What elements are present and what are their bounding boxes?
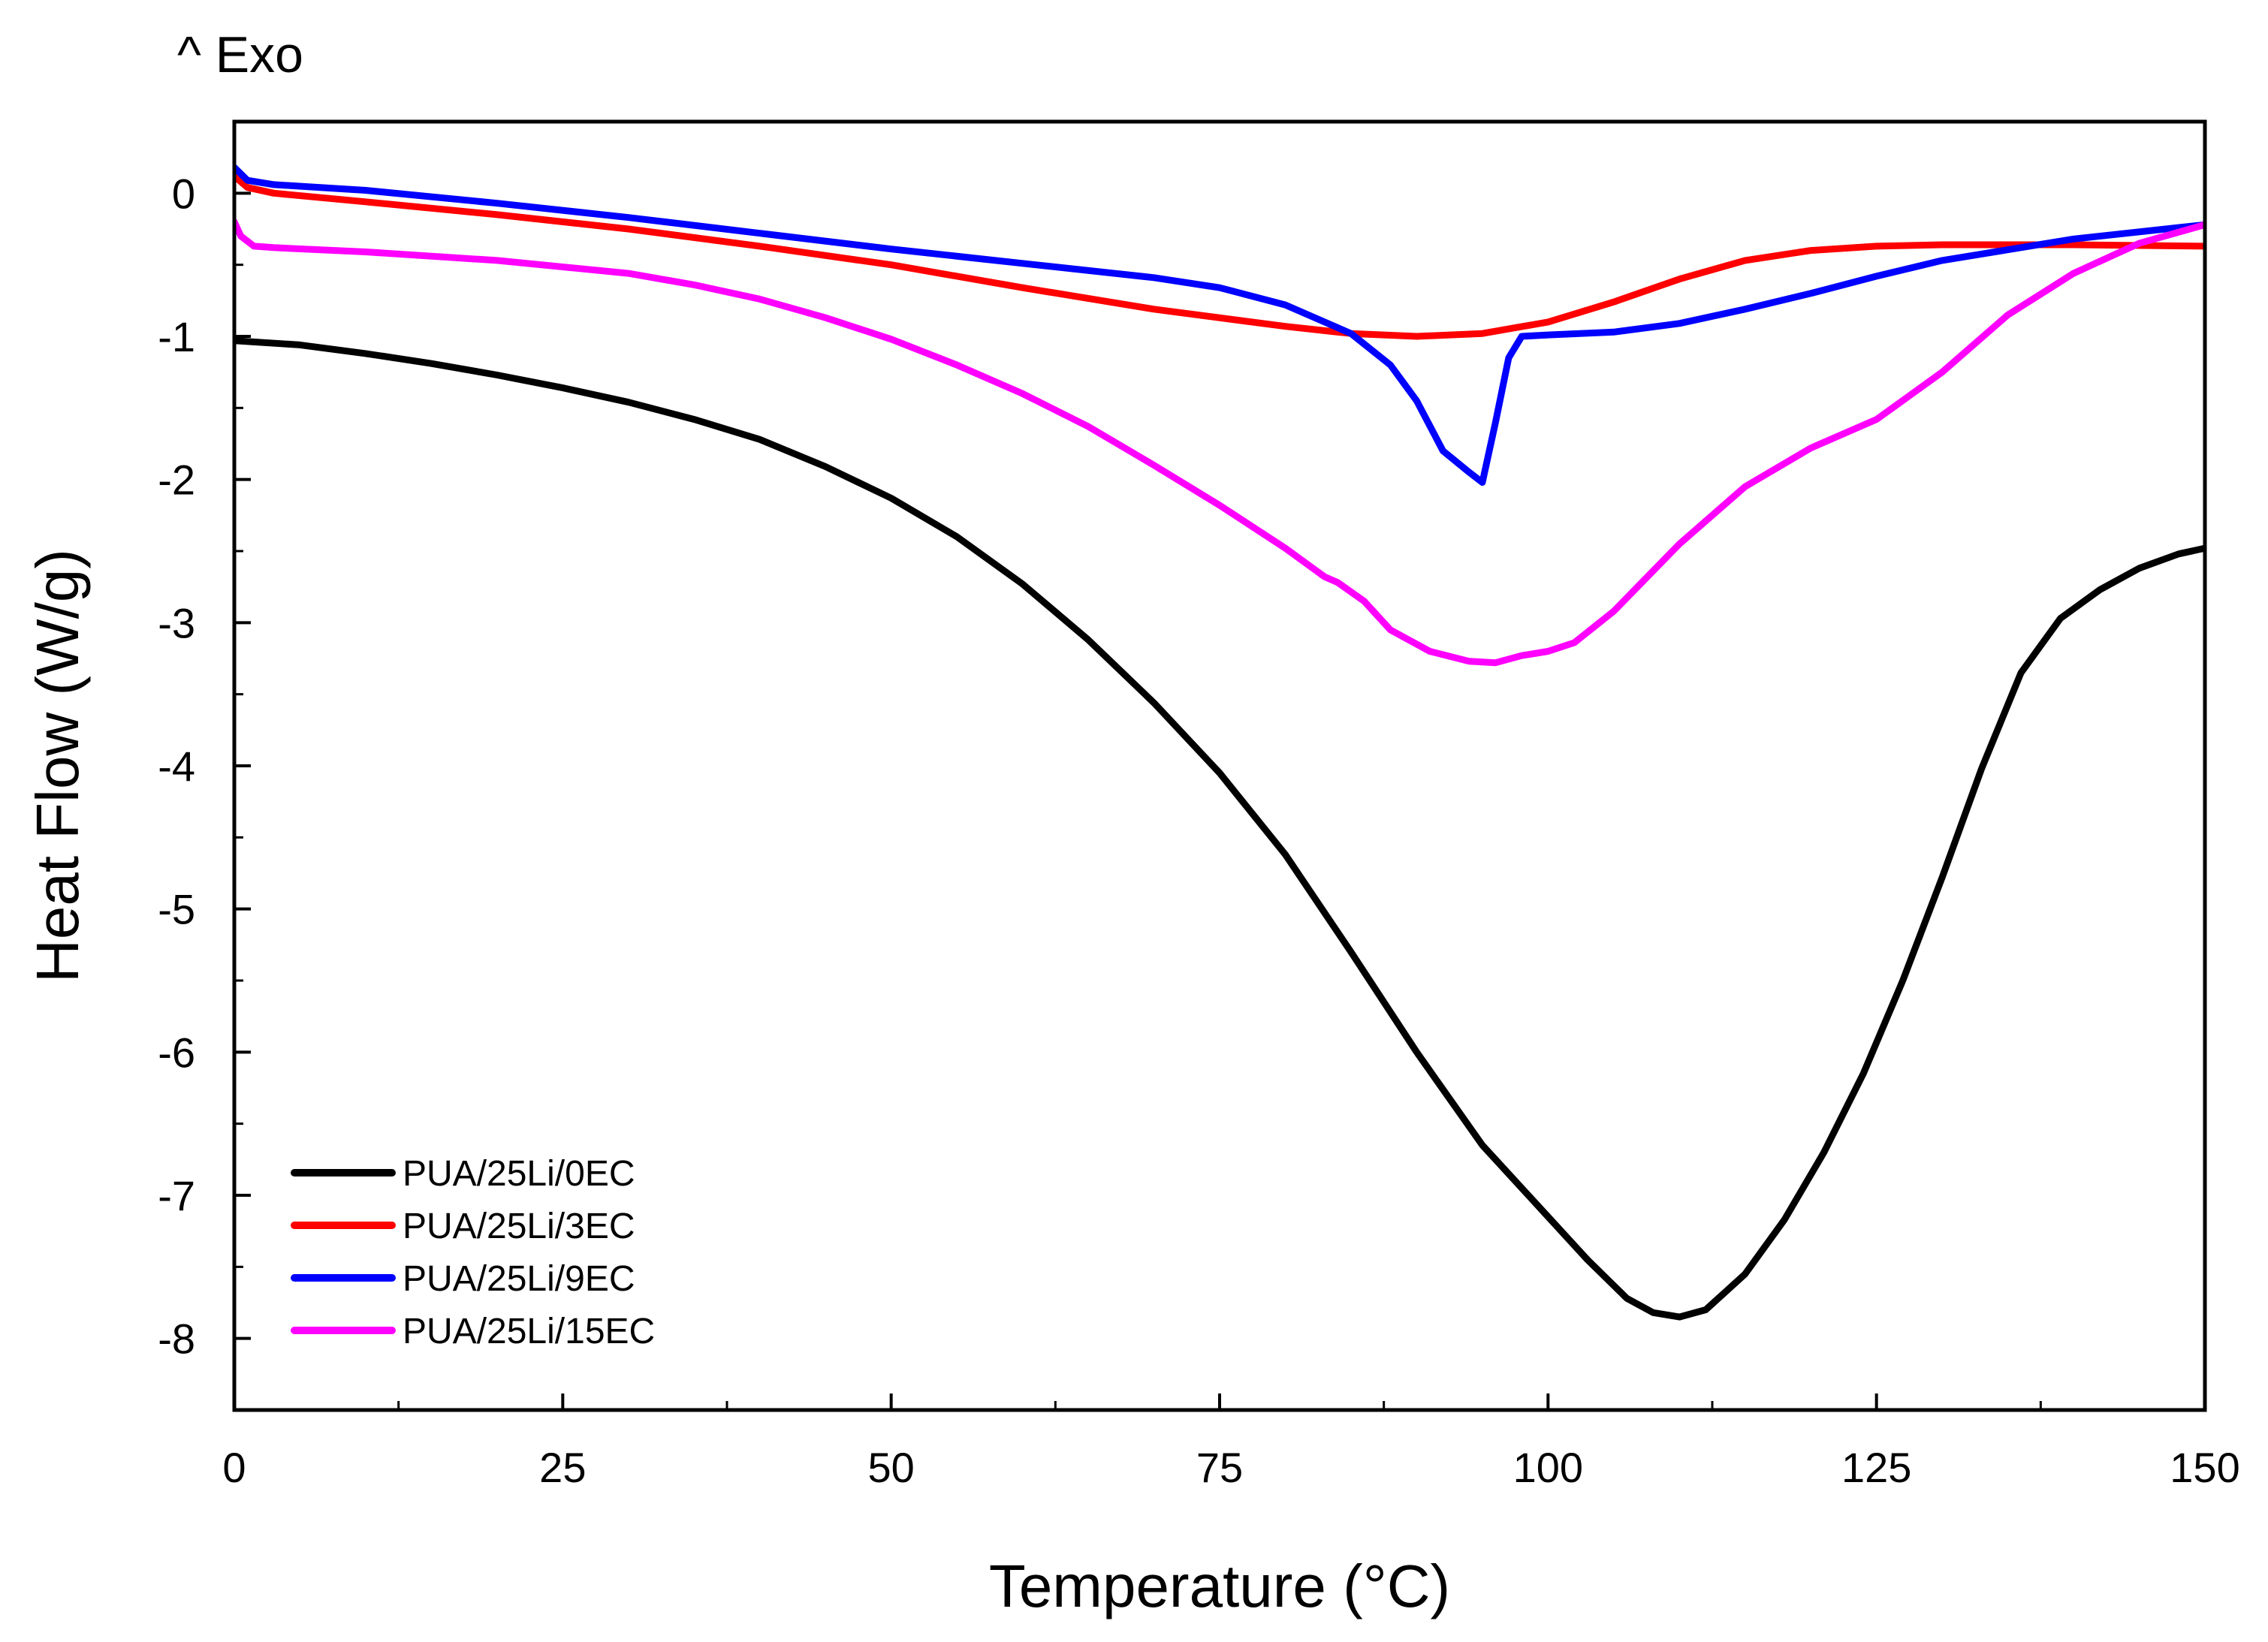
series-layer	[234, 164, 2205, 1321]
legend-label: PUA/25Li/3EC	[403, 1207, 635, 1246]
y-axis: -8 -7 -6 -5 -4 -3 -2 -1 0	[158, 120, 251, 1412]
legend-label: PUA/25Li/0EC	[403, 1154, 635, 1194]
x-tick-label: 125	[1841, 1444, 1911, 1491]
y-tick-label: -4	[158, 743, 195, 790]
series-line	[234, 337, 2205, 1321]
y-tick-label: -3	[158, 599, 195, 646]
y-tick-label: -6	[158, 1029, 195, 1076]
legend-label: PUA/25Li/15EC	[403, 1312, 655, 1351]
series-line	[234, 218, 2205, 667]
x-tick-label: 25	[539, 1444, 586, 1491]
series-line	[234, 173, 2205, 340]
y-tick-label: 0	[172, 170, 195, 217]
y-tick-label: -5	[158, 886, 195, 933]
y-tick-label: -2	[158, 456, 195, 504]
exo-annotation: ^ Exo	[177, 26, 303, 83]
y-axis-title: Heat Flow (W/g)	[24, 549, 91, 983]
x-tick-label: 150	[2170, 1444, 2239, 1491]
x-tick-label: 50	[868, 1444, 915, 1491]
y-tick-label: -7	[158, 1172, 195, 1219]
x-axis: 0 25 50 75 100 125 150	[222, 1393, 2240, 1491]
legend: PUA/25Li/0EC PUA/25Li/3EC PUA/25Li/9EC PUA/…	[291, 1154, 655, 1351]
y-tick-label: -8	[158, 1315, 195, 1363]
legend-label: PUA/25Li/9EC	[403, 1259, 635, 1299]
x-tick-label: 100	[1513, 1444, 1583, 1491]
x-axis-title: Temperature (°C)	[989, 1553, 1450, 1619]
y-tick-label: -1	[158, 313, 195, 360]
x-tick-label: 75	[1196, 1444, 1243, 1491]
x-tick-label: 0	[222, 1444, 246, 1491]
series-line	[234, 164, 2205, 486]
